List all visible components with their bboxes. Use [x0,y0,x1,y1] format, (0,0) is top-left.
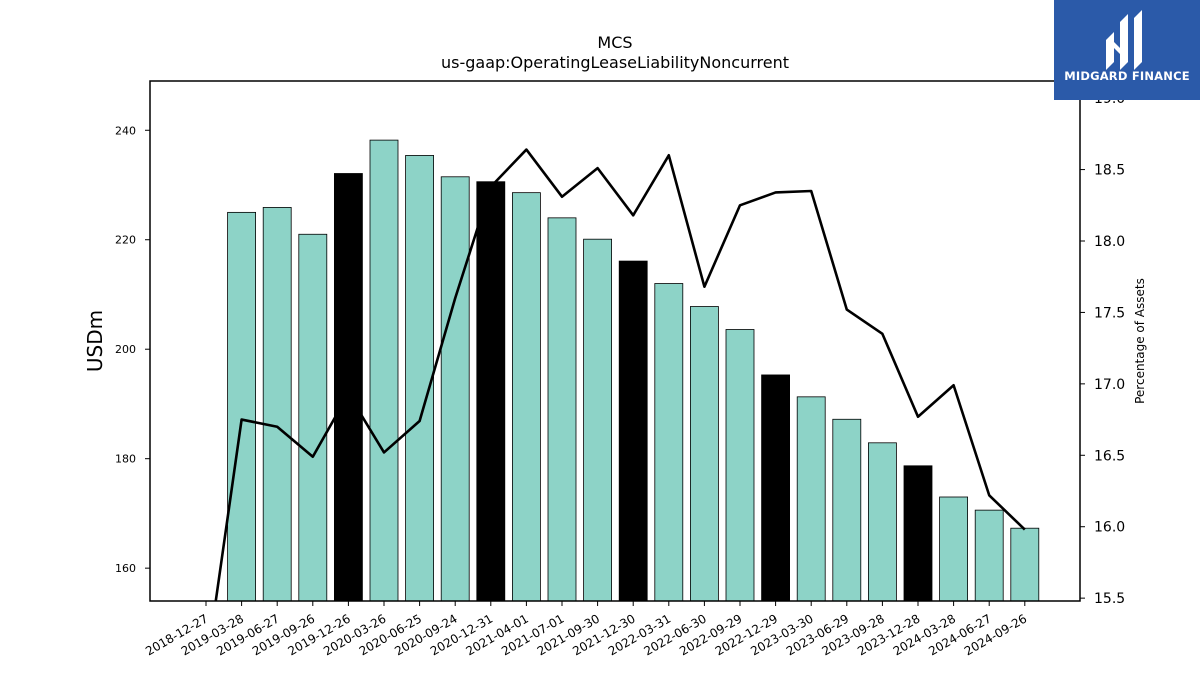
y-tick-label: 180 [115,453,136,466]
bar-2020-03-26 [369,139,399,602]
bar-2022-03-31 [654,283,684,602]
bar-2020-09-24 [440,176,470,602]
bar-2023-03-30 [796,396,826,602]
bar-2022-09-29 [725,329,755,602]
y2-tick-label: 17.5 [1094,305,1125,321]
bar-2020-12-31 [476,181,506,602]
logo-text: MIDGARD FINANCE [1064,69,1190,83]
y-tick-label: 160 [115,562,136,575]
bar-2024-03-28 [939,496,968,602]
y-axis-label: USDm [83,310,107,372]
y2-tick-label: 15.5 [1094,591,1125,607]
bar-2023-12-28 [903,465,933,602]
left-axis: 160 180 200 220 240 [115,124,150,575]
y2-tick-label: 18.0 [1094,234,1125,250]
bar-2021-07-01 [547,217,577,602]
bar-2024-06-27 [974,509,1004,602]
y-tick-label: 200 [115,343,136,356]
bar-2019-06-27 [262,207,292,602]
bar-2021-12-30 [618,260,648,602]
right-axis: 15.516.016.517.017.518.018.519.0 [1080,91,1125,607]
line-series [214,148,1026,601]
y-tick-label: 240 [115,124,136,137]
logo-mark-icon [1106,10,1142,70]
bar-2020-06-25 [405,155,435,602]
bar-2021-09-30 [583,238,612,602]
plot-frame [149,80,1081,602]
chart-subtitle: us-gaap:OperatingLeaseLiabilityNoncurren… [441,53,789,72]
bar-layer [227,139,1040,602]
y2-tick-label: 17.0 [1094,377,1125,393]
bar-2019-09-26 [298,233,328,602]
bar-2021-04-01 [512,192,541,602]
y2-tick-label: 18.5 [1094,163,1125,179]
line-layer [214,148,1026,601]
chart-title: MCS [597,33,632,52]
bar-2019-12-26 [333,173,363,602]
y-tick-label: 220 [115,234,136,247]
bar-2023-06-29 [832,418,862,602]
bar-2023-09-28 [868,442,897,602]
bar-2024-09-26 [1010,527,1040,602]
y2-tick-label: 16.0 [1094,520,1125,536]
bar-2022-12-29 [761,374,790,602]
bar-2019-03-28 [227,211,257,602]
brand-logo: MIDGARD FINANCE [1054,0,1200,100]
y2-axis-label: Percentage of Assets [1133,278,1147,404]
x-axis: 2018-12-272019-03-282019-06-272019-09-26… [143,601,1029,658]
y2-tick-label: 16.5 [1094,448,1125,464]
bar-2022-06-30 [690,306,719,602]
